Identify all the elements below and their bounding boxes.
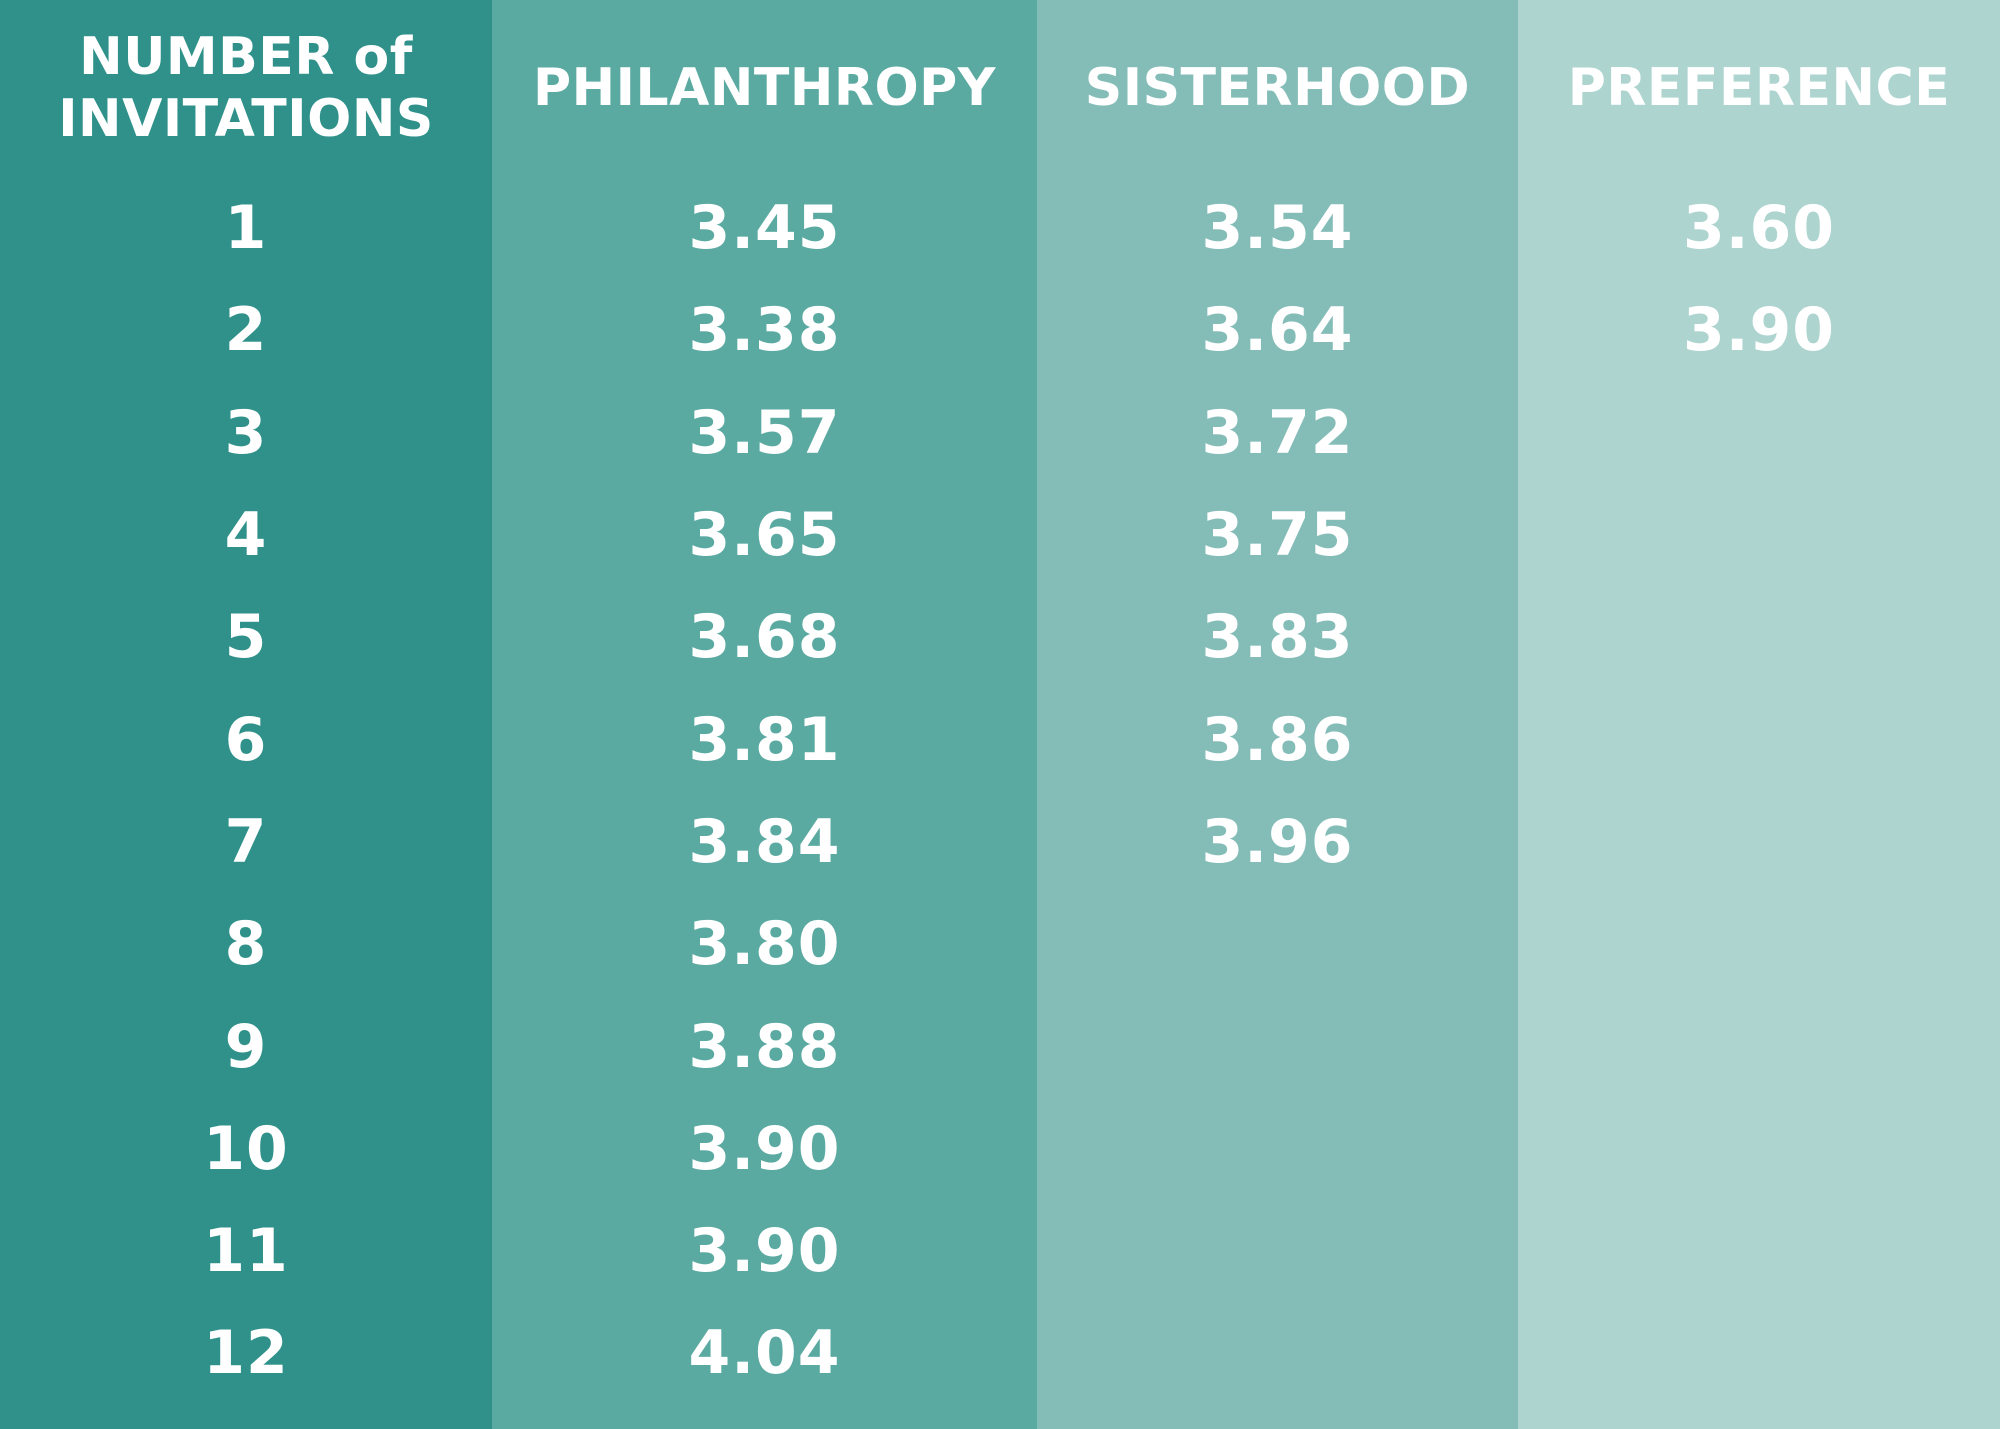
sisterhood-cell: [1037, 1098, 1518, 1200]
sisterhood-cell: [1037, 1302, 1518, 1404]
preference-cell: 3.60: [1682, 193, 1836, 264]
sisterhood-cell: [1037, 893, 1518, 995]
column-sisterhood: SISTERHOOD 3.54 3.64 3.72 3.75 3.83 3.86 3.96: [1037, 0, 1518, 1429]
philanthropy-cell: 3.80: [688, 909, 841, 980]
philanthropy-cell: 3.84: [688, 806, 841, 877]
column-header-sisterhood: SISTERHOOD: [1037, 0, 1518, 177]
philanthropy-cell: 4.04: [688, 1318, 841, 1389]
preference-cell: [1518, 586, 2000, 688]
column-invitations: NUMBER of INVITATIONS 1 2 3 4 5 6 7 8 9 10 11 12: [0, 0, 492, 1429]
column-header-preference: PREFERENCE: [1518, 0, 2000, 177]
sisterhood-cell: 3.96: [1201, 806, 1354, 877]
philanthropy-cell: 3.68: [688, 602, 841, 673]
preference-cell: [1518, 995, 2000, 1097]
sisterhood-cell: 3.86: [1201, 704, 1354, 775]
header-line-1: PREFERENCE: [1567, 57, 1951, 118]
column-header-philanthropy: PHILANTHROPY: [492, 0, 1037, 177]
philanthropy-cell: 3.65: [688, 500, 841, 571]
header-line-1: PHILANTHROPY: [533, 57, 996, 118]
invitations-cell: 4: [224, 500, 268, 571]
philanthropy-cell: 3.81: [688, 704, 841, 775]
philanthropy-cell: 3.57: [688, 397, 841, 468]
invitations-cell: 11: [203, 1216, 289, 1287]
invitations-cell: 1: [224, 193, 268, 264]
invitations-cell: 12: [203, 1318, 289, 1389]
invitations-cell: 7: [224, 806, 268, 877]
invitations-cell: 3: [224, 397, 268, 468]
preference-cell: 3.90: [1682, 295, 1836, 366]
header-line-1: SISTERHOOD: [1084, 57, 1471, 118]
sisterhood-cell: [1037, 1200, 1518, 1302]
philanthropy-cell: 3.45: [688, 193, 841, 264]
preference-cell: [1518, 484, 2000, 586]
preference-cell: [1518, 1302, 2000, 1404]
sisterhood-cell: 3.72: [1201, 397, 1354, 468]
preference-cell: [1518, 1200, 2000, 1302]
header-line-1: NUMBER of: [79, 27, 413, 88]
sisterhood-cell: [1037, 995, 1518, 1097]
column-header-invitations: NUMBER of INVITATIONS: [0, 0, 492, 177]
invitations-cell: 6: [224, 704, 268, 775]
invitations-cell: 2: [224, 295, 268, 366]
column-philanthropy: PHILANTHROPY 3.45 3.38 3.57 3.65 3.68 3.81 3.8…: [492, 0, 1037, 1429]
preference-cell: [1518, 688, 2000, 790]
preference-cell: [1518, 893, 2000, 995]
column-cells-philanthropy: 3.45 3.38 3.57 3.65 3.68 3.81 3.84 3.80 3.88 3.90…: [492, 177, 1037, 1405]
sisterhood-cell: 3.75: [1201, 500, 1354, 571]
invitations-cell: 10: [203, 1113, 289, 1184]
philanthropy-cell: 3.90: [688, 1216, 841, 1287]
philanthropy-cell: 3.88: [688, 1011, 841, 1082]
philanthropy-cell: 3.90: [688, 1113, 841, 1184]
column-cells-preference: 3.60 3.90: [1518, 177, 2000, 1405]
header-line-2: INVITATIONS: [58, 88, 434, 149]
preference-cell: [1518, 791, 2000, 893]
preference-cell: [1518, 1098, 2000, 1200]
sisterhood-cell: 3.54: [1201, 193, 1354, 264]
preference-cell: [1518, 382, 2000, 484]
invitations-cell: 8: [224, 909, 268, 980]
column-cells-sisterhood: 3.54 3.64 3.72 3.75 3.83 3.86 3.96: [1037, 177, 1518, 1405]
invitations-cell: 9: [224, 1011, 268, 1082]
column-cells-invitations: 1 2 3 4 5 6 7 8 9 10 11 12: [0, 177, 492, 1405]
sisterhood-cell: 3.83: [1201, 602, 1354, 673]
philanthropy-cell: 3.38: [688, 295, 841, 366]
invitations-cell: 5: [224, 602, 268, 673]
column-preference: PREFERENCE 3.60 3.90: [1518, 0, 2000, 1429]
sisterhood-cell: 3.64: [1201, 295, 1354, 366]
